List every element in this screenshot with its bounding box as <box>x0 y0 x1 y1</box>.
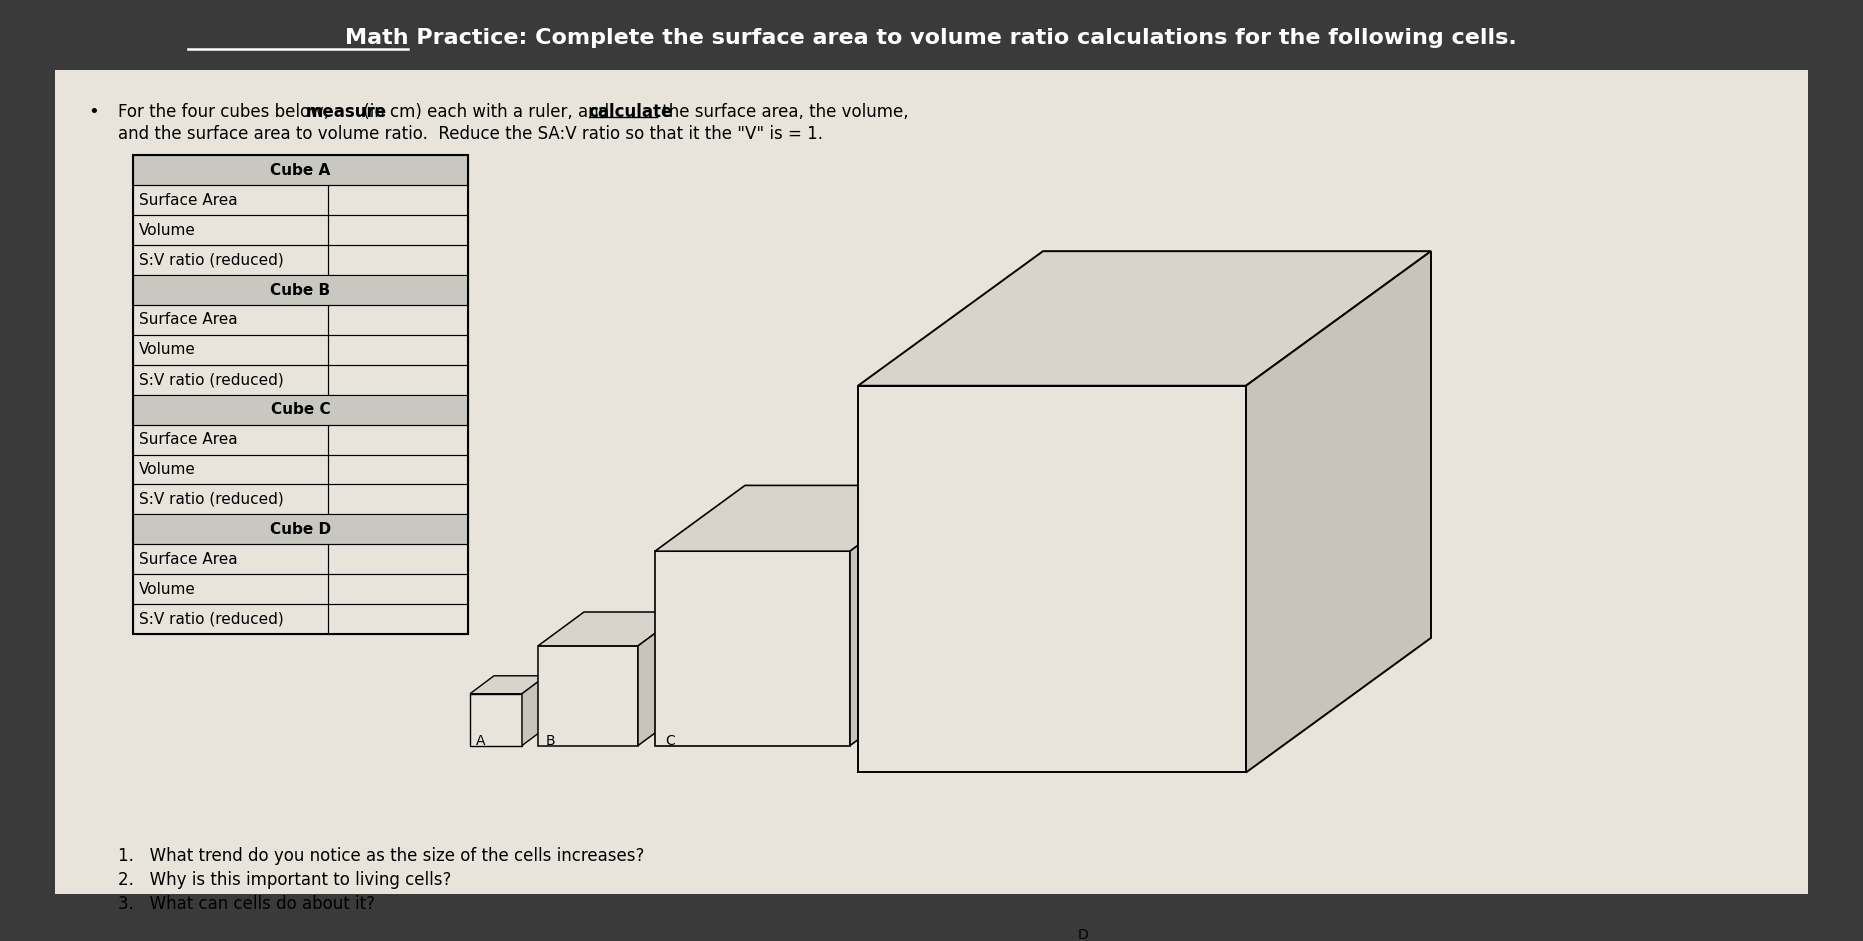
Text: S:V ratio (reduced): S:V ratio (reduced) <box>140 492 283 507</box>
Bar <box>132 515 468 544</box>
Polygon shape <box>538 612 684 646</box>
Bar <box>132 246 328 275</box>
Text: Surface Area: Surface Area <box>140 193 238 208</box>
Bar <box>132 424 328 455</box>
Polygon shape <box>1246 251 1431 773</box>
Bar <box>328 544 468 574</box>
Text: 2.   Why is this important to living cells?: 2. Why is this important to living cells… <box>117 871 451 889</box>
Bar <box>132 155 468 634</box>
Text: Math Practice: Complete the surface area to volume ratio calculations for the fo: Math Practice: Complete the surface area… <box>345 28 1516 48</box>
Text: measure: measure <box>306 103 386 120</box>
Bar <box>328 246 468 275</box>
Bar <box>56 70 1807 894</box>
Bar <box>328 185 468 215</box>
Text: calculate: calculate <box>589 103 673 120</box>
Bar <box>132 604 328 634</box>
Text: S:V ratio (reduced): S:V ratio (reduced) <box>140 373 283 388</box>
Bar <box>132 394 468 424</box>
Bar <box>132 574 328 604</box>
Text: Surface Area: Surface Area <box>140 432 238 447</box>
Bar <box>328 455 468 485</box>
Text: the surface area, the volume,: the surface area, the volume, <box>656 103 907 120</box>
Bar <box>132 455 328 485</box>
Bar <box>132 185 328 215</box>
Text: D: D <box>1079 928 1088 941</box>
Bar <box>132 365 328 394</box>
Bar <box>132 215 328 246</box>
Text: •: • <box>88 103 99 120</box>
Bar <box>132 335 328 365</box>
Text: Surface Area: Surface Area <box>140 551 238 566</box>
Text: Volume: Volume <box>140 223 196 238</box>
Polygon shape <box>522 676 546 745</box>
Bar <box>538 646 637 745</box>
Bar <box>132 155 468 185</box>
Bar <box>328 574 468 604</box>
Bar <box>328 365 468 394</box>
Polygon shape <box>850 486 941 745</box>
Bar <box>132 544 328 574</box>
Text: S:V ratio (reduced): S:V ratio (reduced) <box>140 612 283 627</box>
Text: and the surface area to volume ratio.  Reduce the SA:V ratio so that it the "V" : and the surface area to volume ratio. Re… <box>117 124 823 143</box>
Bar <box>469 694 522 745</box>
Bar <box>132 305 328 335</box>
Bar <box>328 335 468 365</box>
Bar <box>328 305 468 335</box>
Text: Cube D: Cube D <box>270 521 332 536</box>
Text: Volume: Volume <box>140 462 196 477</box>
Text: S:V ratio (reduced): S:V ratio (reduced) <box>140 252 283 267</box>
Text: Volume: Volume <box>140 343 196 358</box>
Text: 1.   What trend do you notice as the size of the cells increases?: 1. What trend do you notice as the size … <box>117 847 645 865</box>
Bar <box>328 604 468 634</box>
Text: For the four cubes below,: For the four cubes below, <box>117 103 333 120</box>
Bar <box>328 215 468 246</box>
Bar <box>859 386 1246 773</box>
Bar <box>656 551 850 745</box>
Text: C: C <box>665 734 674 747</box>
Text: 3.   What can cells do about it?: 3. What can cells do about it? <box>117 895 374 913</box>
Text: B: B <box>546 734 555 747</box>
Polygon shape <box>637 612 684 745</box>
Text: Surface Area: Surface Area <box>140 312 238 327</box>
Bar <box>132 275 468 305</box>
Text: (in cm) each with a ruler, and: (in cm) each with a ruler, and <box>358 103 615 120</box>
Text: Cube C: Cube C <box>270 402 330 417</box>
Text: Volume: Volume <box>140 582 196 597</box>
Bar <box>132 485 328 515</box>
Polygon shape <box>656 486 941 551</box>
Polygon shape <box>859 251 1431 386</box>
Polygon shape <box>469 676 546 694</box>
Text: Cube A: Cube A <box>270 163 330 178</box>
Bar <box>328 485 468 515</box>
Text: Cube B: Cube B <box>270 282 330 297</box>
Bar <box>328 424 468 455</box>
Text: A: A <box>477 734 486 747</box>
